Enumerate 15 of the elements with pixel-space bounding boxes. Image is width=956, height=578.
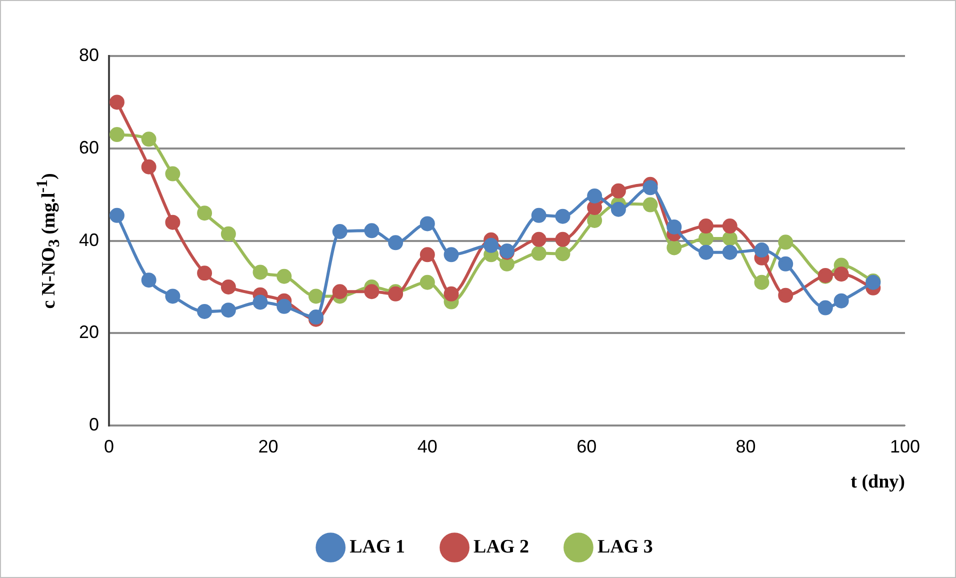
legend-label: LAG 1 [350,536,406,558]
x-tick-label: 20 [258,436,278,456]
x-tick-label: 0 [104,436,114,456]
legend-label: LAG 3 [597,536,653,558]
y-tick-label: 20 [78,322,100,342]
y-tick-label: 60 [78,137,100,158]
x-tick-label: 60 [576,436,597,456]
y-tick-label: 40 [78,230,100,250]
x-tick-label: 80 [736,436,756,456]
y-tick-label: 80 [78,44,100,65]
x-tick-label: 40 [417,436,438,456]
x-tick-label: 100 [890,436,920,456]
legend-label: LAG 2 [474,536,529,558]
x-axis-title: t (dny) [850,472,905,493]
y-tick-label: 0 [89,414,100,435]
